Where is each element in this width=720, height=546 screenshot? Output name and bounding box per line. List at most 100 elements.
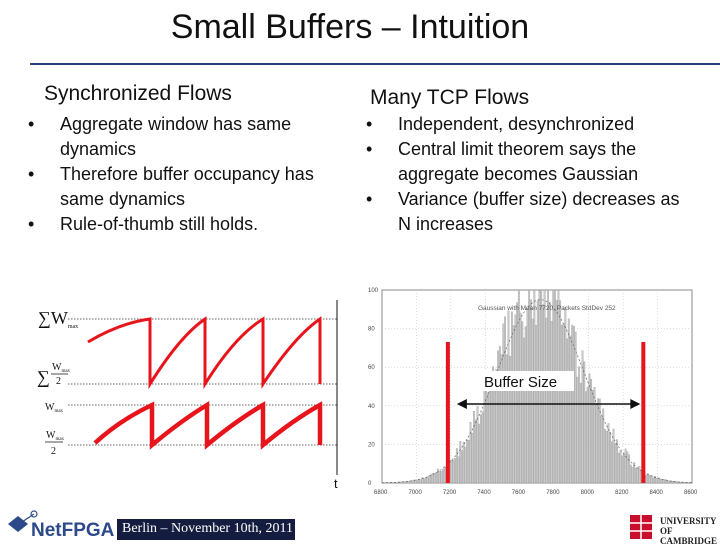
histogram-bar	[440, 471, 443, 484]
x-tick-label: 7200	[443, 490, 457, 496]
histogram-bar	[648, 475, 651, 484]
histogram-bar	[652, 477, 655, 484]
x-tick-label: 7400	[477, 490, 491, 496]
label-sum-wmax-half: ∑	[37, 367, 50, 387]
bullet-marker: •	[28, 164, 35, 184]
histogram-bar	[473, 410, 475, 484]
y-tick-label: 20	[368, 442, 375, 448]
histogram-bar	[461, 450, 463, 484]
y-tick-label: 40	[368, 404, 375, 410]
histogram-bar	[595, 403, 598, 484]
histogram-bar	[442, 469, 444, 484]
histogram-bar	[521, 321, 524, 484]
x-tick-label: 8400	[650, 490, 664, 496]
histogram-chart: Gaussian with Mean 7720, Packets StdDev …	[368, 288, 698, 496]
histogram-bar	[464, 446, 467, 484]
histogram-bar	[645, 474, 648, 484]
time-axis-label: t	[334, 476, 338, 491]
histogram-bar	[452, 460, 455, 484]
histogram-bar	[474, 419, 477, 484]
footer-text: Berlin – November 10th, 2011	[122, 521, 293, 536]
histogram-bar	[559, 300, 562, 484]
label-sum-wmax-half-den: 2	[56, 376, 61, 387]
single-flow-sawtooth	[93, 401, 323, 450]
histogram-bar	[586, 386, 589, 484]
histogram-bar	[621, 455, 624, 484]
histogram-bar	[507, 310, 510, 484]
title-divider	[30, 63, 720, 65]
list-item: • Variance (buffer size) decreases as N i…	[366, 189, 680, 234]
histogram-bar	[564, 307, 567, 484]
netfpga-logo-text: NetFPGA	[31, 520, 114, 540]
histogram-bar	[671, 480, 673, 484]
histogram-bar	[638, 466, 641, 484]
histogram-bar	[519, 312, 522, 484]
chart-title: Gaussian with Mean 7720, Packets StdDev …	[478, 305, 616, 312]
label-wmax-half-den: 2	[51, 446, 56, 457]
gaussian-curve	[381, 299, 693, 484]
histogram-bar	[578, 366, 580, 484]
histogram-bar	[610, 441, 613, 484]
label-sum-wmax-half-num: Wmax	[52, 362, 71, 374]
x-tick-label: 8600	[684, 490, 698, 496]
histogram-bar	[481, 411, 484, 484]
histogram-bar	[428, 475, 431, 484]
histogram-bar	[605, 431, 608, 484]
histogram-bar	[555, 300, 558, 484]
histogram-bar	[438, 471, 441, 484]
histogram-bar	[631, 466, 634, 484]
histogram-bar	[647, 473, 649, 484]
histogram-bar	[488, 380, 491, 484]
histogram-bar	[450, 459, 453, 484]
histogram-bar	[467, 440, 470, 484]
histogram-bar	[635, 467, 637, 484]
arrow-head-right	[630, 399, 641, 409]
histogram-bar	[585, 391, 587, 484]
histogram-bar	[612, 428, 615, 484]
histogram-bar	[443, 466, 446, 484]
x-tick-label: 7600	[512, 490, 526, 496]
histogram-bar	[404, 481, 407, 484]
right-bullet-list: • Independent, desynchronized • Central li…	[360, 112, 685, 237]
histogram-bar	[471, 432, 474, 484]
histogram-bar	[426, 476, 429, 484]
histogram-bar	[629, 464, 632, 484]
histogram-bar	[459, 441, 462, 484]
histogram-bar	[616, 439, 618, 484]
histogram-bar	[423, 478, 425, 484]
histogram-bar	[433, 473, 436, 484]
histogram-bar	[609, 431, 611, 484]
histogram-bar	[505, 354, 508, 484]
histogram-bar	[636, 467, 639, 484]
histogram-bar	[626, 451, 629, 484]
histogram-bar	[653, 475, 656, 484]
histogram-bar	[462, 441, 465, 484]
histogram-bar	[486, 392, 489, 484]
y-tick-label: 100	[368, 288, 379, 294]
left-column-heading: Synchronized Flows	[44, 82, 232, 105]
histogram-bar	[583, 361, 586, 484]
histogram-bar	[536, 300, 539, 484]
histogram-bar	[664, 479, 667, 484]
histogram-bar	[667, 480, 670, 484]
histogram-bar	[485, 387, 487, 484]
list-item: • Independent, desynchronized	[360, 112, 685, 137]
histogram-bar	[593, 387, 596, 484]
cambridge-logo	[630, 515, 652, 539]
histogram-bar	[493, 376, 496, 484]
histogram-bar	[407, 480, 410, 484]
footer-bar	[117, 519, 295, 540]
histogram-bar	[660, 479, 663, 484]
histogram-bar	[435, 472, 438, 484]
histogram-bar	[628, 454, 630, 484]
histogram-bar	[497, 350, 500, 484]
histogram-bar	[659, 478, 661, 484]
histogram-bar	[480, 414, 482, 484]
histogram-bar	[457, 456, 460, 484]
buffer-size-arrow	[456, 399, 641, 409]
histogram-bar	[431, 473, 434, 484]
slide-title: Small Buffers – Intuition	[170, 8, 530, 46]
histogram-bar	[624, 448, 627, 484]
histogram-bar	[550, 320, 553, 484]
histogram-bar	[416, 479, 419, 484]
